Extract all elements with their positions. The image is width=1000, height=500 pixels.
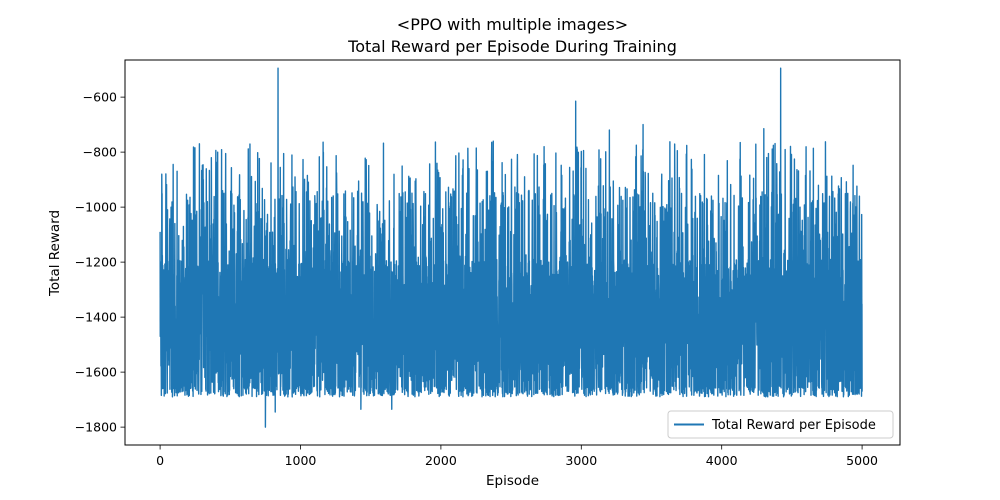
x-axis: 0 1000 2000 3000 4000 5000 [156, 445, 878, 468]
series-layer [159, 67, 863, 428]
plot-frame [124, 59, 901, 446]
legend-box [667, 410, 894, 439]
y-tick-label: −1800 [75, 420, 117, 435]
chart-title: <PPO with multiple images> [397, 15, 628, 34]
series-line-total-reward [159, 67, 863, 428]
y-tick-label: −1400 [75, 310, 117, 325]
x-tick-label: 3000 [565, 453, 597, 468]
chart-subtitle: Total Reward per Episode During Training [347, 37, 677, 56]
y-tick-label: −600 [83, 90, 117, 105]
y-tick-label: −800 [83, 145, 117, 160]
x-tick-label: 1000 [285, 453, 317, 468]
legend: Total Reward per Episode [667, 410, 894, 439]
y-tick-label: −1200 [75, 255, 117, 270]
y-axis-label: Total Reward [47, 210, 63, 297]
y-tick-label: −1600 [75, 365, 117, 380]
legend-label: Total Reward per Episode [711, 418, 876, 433]
x-tick-label: 0 [156, 453, 164, 468]
x-tick-label: 2000 [425, 453, 457, 468]
y-tick-label: −1000 [75, 200, 117, 215]
y-axis: −1800 −1600 −1400 −1200 −1000 −800 −600 [75, 90, 125, 435]
x-axis-label: Episode [486, 473, 539, 489]
x-tick-label: 4000 [706, 453, 738, 468]
x-tick-label: 5000 [846, 453, 878, 468]
